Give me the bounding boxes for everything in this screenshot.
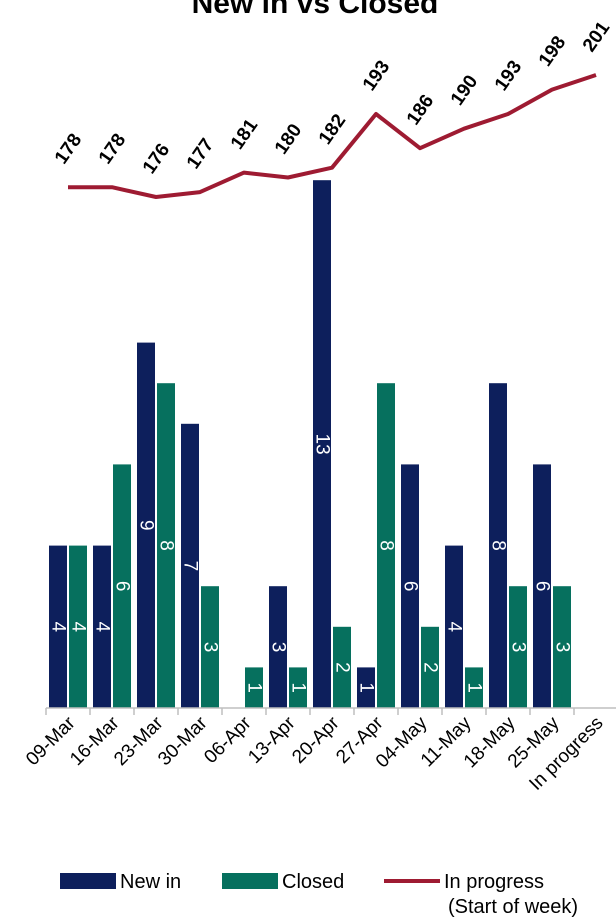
- bar-new-in-30-mar: [181, 423, 199, 708]
- bar-closed-20-apr: [333, 626, 351, 708]
- bar-new-in-27-apr: [357, 667, 375, 708]
- bar-new-in-25-may: [533, 464, 551, 708]
- bar-closed-18-may: [509, 586, 527, 708]
- bar-label-closed-06-apr: 1: [244, 682, 265, 693]
- bar-closed-06-apr: [245, 667, 263, 708]
- line-label-04-may: 186: [403, 91, 438, 129]
- bar-label-closed-04-may: 2: [420, 662, 441, 673]
- x-axis: 09-Mar16-Mar23-Mar30-Mar06-Apr13-Apr20-A…: [22, 707, 616, 795]
- bar-label-new-in-11-may: 4: [444, 622, 465, 633]
- line-label-25-may: 198: [535, 32, 570, 70]
- bar-label-new-in-09-mar: 4: [48, 622, 69, 633]
- line-label-09-mar: 178: [51, 130, 86, 168]
- bar-label-new-in-04-may: 6: [400, 581, 421, 592]
- bar-label-new-in-27-apr: 1: [356, 682, 377, 693]
- legend-label-closed: Closed: [282, 871, 344, 893]
- line-label-in-progress: 201: [579, 18, 615, 56]
- bar-new-in-09-mar: [49, 545, 67, 708]
- bar-label-closed-16-mar: 6: [112, 581, 133, 592]
- line-label-16-mar: 178: [95, 130, 130, 168]
- bar-closed-11-may: [465, 667, 483, 708]
- bar-label-closed-13-apr: 1: [288, 682, 309, 693]
- legend: New in Closed In progress (Start of week…: [60, 871, 578, 918]
- bar-label-closed-09-mar: 4: [68, 622, 89, 633]
- line-in-progress: [68, 73, 597, 199]
- bar-closed-16-mar: [113, 464, 131, 708]
- bar-new-in-13-apr: [269, 586, 287, 708]
- line-label-20-apr: 182: [315, 111, 350, 149]
- bar-label-new-in-23-mar: 9: [136, 520, 157, 531]
- bar-label-new-in-18-may: 8: [488, 540, 509, 551]
- bar-label-new-in-20-apr: 13: [312, 434, 333, 455]
- bar-label-closed-18-may: 3: [508, 642, 529, 653]
- bar-new-in-23-mar: [137, 342, 155, 708]
- line-label-13-apr: 180: [271, 120, 306, 158]
- bar-new-in-11-may: [445, 545, 463, 708]
- bar-label-closed-20-apr: 2: [332, 662, 353, 673]
- bar-closed-25-may: [553, 586, 571, 708]
- bar-closed-27-apr: [377, 383, 395, 708]
- bar-new-in-18-may: [489, 383, 507, 708]
- bar-closed-04-may: [421, 626, 439, 708]
- line-layer: 178 178 176 177 181 180 182 193 186 190 193 198 201: [51, 18, 615, 199]
- bar-closed-30-mar: [201, 586, 219, 708]
- line-label-30-mar: 177: [183, 135, 218, 173]
- bar-label-new-in-16-mar: 4: [92, 622, 113, 633]
- legend-swatch-closed: [222, 873, 278, 889]
- line-label-11-may: 190: [447, 72, 482, 110]
- line-label-18-may: 193: [491, 57, 526, 95]
- bar-new-in-20-apr: [313, 180, 331, 708]
- line-label-27-apr: 193: [359, 57, 394, 95]
- bar-closed-09-mar: [69, 545, 87, 708]
- line-label-06-apr: 181: [227, 115, 263, 153]
- bar-label-closed-23-mar: 8: [156, 540, 177, 551]
- x-tick-label-06-apr: 06-Apr: [200, 712, 256, 768]
- chart-title: New in vs Closed: [192, 0, 439, 20]
- bar-closed-23-mar: [157, 383, 175, 708]
- bar-label-new-in-13-apr: 3: [268, 642, 289, 653]
- x-tick-label-13-apr: 13-Apr: [244, 712, 300, 768]
- bar-label-closed-30-mar: 3: [200, 642, 221, 653]
- bar-label-closed-27-apr: 8: [376, 540, 397, 551]
- bar-label-closed-25-may: 3: [552, 642, 573, 653]
- x-tick-label-30-mar: 30-Mar: [154, 712, 212, 770]
- bar-new-in-04-may: [401, 464, 419, 708]
- bar-new-in-16-mar: [93, 545, 111, 708]
- bar-label-new-in-25-may: 6: [532, 581, 553, 592]
- legend-label-new-in: New in: [120, 871, 181, 893]
- legend-swatch-new-in: [60, 873, 116, 889]
- line-label-23-mar: 176: [139, 140, 174, 178]
- legend-label-in-progress-sub: (Start of week): [448, 896, 578, 918]
- bar-label-closed-11-may: 1: [464, 682, 485, 693]
- bar-label-new-in-30-mar: 7: [180, 561, 201, 572]
- x-tick-label-20-apr: 20-Apr: [288, 712, 344, 768]
- bar-closed-13-apr: [289, 667, 307, 708]
- legend-label-in-progress: In progress: [444, 871, 544, 893]
